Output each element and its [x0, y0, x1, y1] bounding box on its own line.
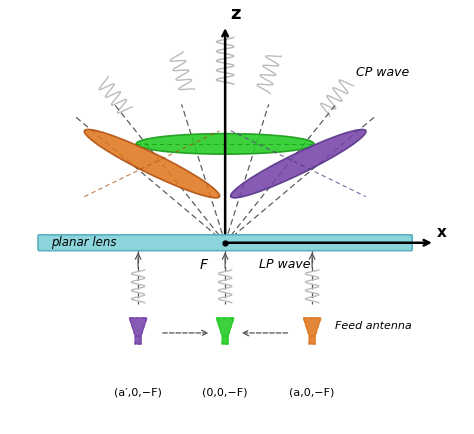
Polygon shape [303, 318, 321, 336]
Polygon shape [222, 336, 228, 344]
Text: F: F [200, 257, 208, 272]
Text: z: z [230, 5, 240, 23]
Text: Feed antenna: Feed antenna [335, 321, 412, 331]
FancyBboxPatch shape [38, 235, 412, 251]
Ellipse shape [231, 129, 366, 198]
Ellipse shape [84, 129, 219, 198]
Polygon shape [217, 318, 234, 336]
Text: CP wave: CP wave [356, 66, 409, 79]
Text: (0,0,−F): (0,0,−F) [202, 387, 248, 397]
Text: (a,0,−F): (a,0,−F) [290, 387, 335, 397]
Polygon shape [135, 336, 141, 344]
Text: x: x [437, 225, 447, 240]
Polygon shape [129, 318, 147, 336]
Text: (a′,0,−F): (a′,0,−F) [114, 387, 162, 397]
Ellipse shape [136, 134, 314, 154]
Text: planar lens: planar lens [51, 236, 117, 249]
Text: LP wave: LP wave [259, 258, 310, 271]
Polygon shape [309, 336, 315, 344]
